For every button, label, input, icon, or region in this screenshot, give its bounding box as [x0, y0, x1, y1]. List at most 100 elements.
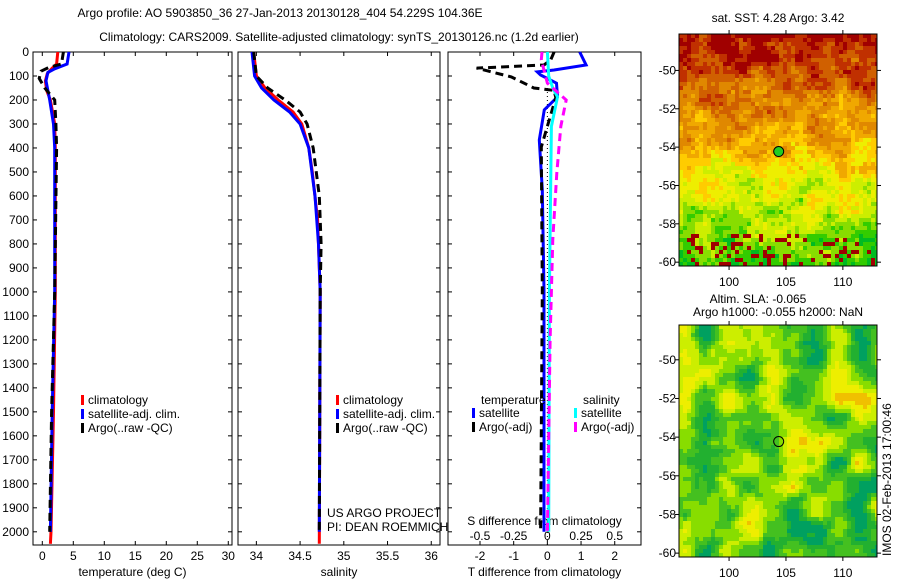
map-cell [707, 142, 711, 146]
map-cell [691, 114, 695, 118]
map-cell [835, 50, 839, 54]
map-cell [683, 238, 687, 242]
map-cell [787, 325, 791, 329]
map-cell [755, 110, 759, 114]
map-cell [755, 238, 759, 242]
map-cell [747, 174, 751, 178]
map-cell [875, 417, 877, 421]
map-cell [751, 409, 755, 413]
map-cell [839, 34, 843, 38]
map-cell [727, 337, 731, 341]
map-cell [751, 170, 755, 174]
map-cell [851, 94, 855, 98]
map-cell [851, 242, 855, 246]
map-cell [795, 114, 799, 118]
map-cell [783, 349, 787, 353]
map-cell [759, 38, 763, 42]
map-cell [723, 238, 727, 242]
map-cell [863, 250, 867, 254]
map-cell [691, 38, 695, 42]
map-cell [743, 258, 747, 262]
map-cell [703, 449, 707, 453]
map-cell [767, 333, 771, 337]
map-cell [771, 357, 775, 361]
map-cell [747, 98, 751, 102]
map-cell [875, 186, 877, 190]
map-cell [863, 218, 867, 222]
map-cell [751, 441, 755, 445]
map-cell [727, 102, 731, 106]
map-cell [823, 222, 827, 226]
map-cell [771, 158, 775, 162]
map-cell [831, 102, 835, 106]
map-cell [823, 94, 827, 98]
map-cell [695, 341, 699, 345]
map-cell [815, 357, 819, 361]
map-cell [779, 254, 783, 258]
map-cell [759, 349, 763, 353]
map-cell [855, 373, 859, 377]
map-cell [763, 110, 767, 114]
map-cell [863, 146, 867, 150]
map-cell [771, 437, 775, 441]
map-cell [871, 70, 875, 74]
map-cell [679, 150, 683, 154]
map-cell [683, 154, 687, 158]
map-cell [827, 42, 831, 46]
map-cell [779, 126, 783, 130]
map-cell [747, 234, 751, 238]
map-cell [707, 405, 711, 409]
map-cell [683, 385, 687, 389]
map-cell [795, 126, 799, 130]
map-cell [791, 34, 795, 38]
map-cell [851, 206, 855, 210]
map-cell [699, 409, 703, 413]
map-cell [711, 38, 715, 42]
map-cell [835, 130, 839, 134]
map-cell [875, 425, 877, 429]
map-cell [767, 38, 771, 42]
map-cell [715, 146, 719, 150]
map-cell [831, 146, 835, 150]
map-cell [691, 186, 695, 190]
map-cell [695, 186, 699, 190]
map-cell [775, 421, 779, 425]
map-cell [815, 134, 819, 138]
x-tick-label: 0 [39, 549, 46, 563]
map-cell [695, 78, 699, 82]
map-cell [827, 218, 831, 222]
map-cell [727, 453, 731, 457]
map-cell [807, 106, 811, 110]
map-cell [739, 333, 743, 337]
map-cell [727, 357, 731, 361]
map-cell [875, 465, 877, 469]
map-cell [835, 82, 839, 86]
map-cell [687, 214, 691, 218]
map-cell [743, 365, 747, 369]
map-cell [819, 166, 823, 170]
map-cell [807, 262, 811, 266]
map-cell [875, 202, 877, 206]
map-cell [799, 154, 803, 158]
map-cell [683, 262, 687, 266]
map-cell [815, 130, 819, 134]
map-cell [691, 222, 695, 226]
map-cell [767, 194, 771, 198]
map-cell [771, 230, 775, 234]
map-cell [783, 150, 787, 154]
map-cell [827, 162, 831, 166]
map-cell [791, 369, 795, 373]
map-cell [731, 198, 735, 202]
map-cell [755, 170, 759, 174]
map-cell [811, 377, 815, 381]
map-cell [771, 138, 775, 142]
map-cell [827, 134, 831, 138]
map-cell [727, 182, 731, 186]
map-cell [831, 449, 835, 453]
map-cell [847, 70, 851, 74]
map-cell [775, 46, 779, 50]
map-cell [835, 421, 839, 425]
map-cell [863, 234, 867, 238]
map-cell [815, 254, 819, 258]
map-cell [699, 457, 703, 461]
